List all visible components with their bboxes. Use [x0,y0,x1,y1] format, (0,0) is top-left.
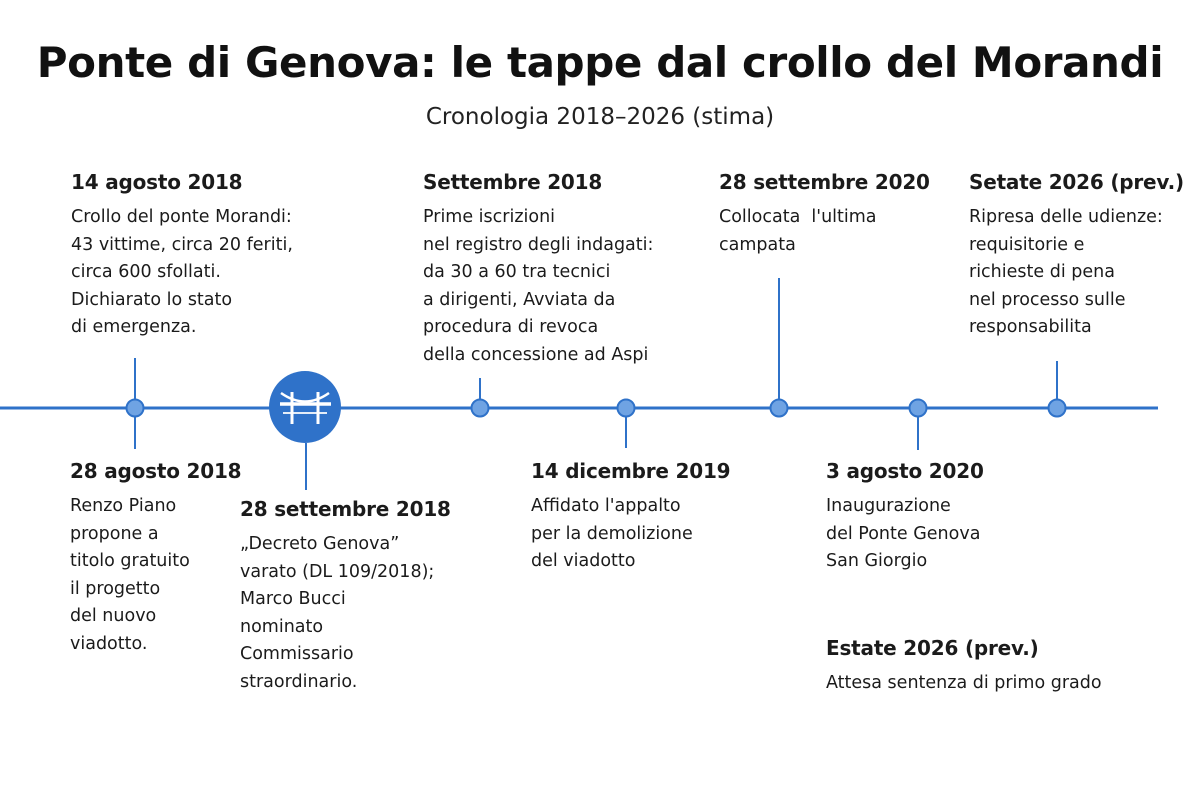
event-estate-2026: Estate 2026 (prev.) Attesa sentenza di p… [826,636,1102,698]
event-date: 3 agosto 2020 [826,459,984,483]
marker-14-agosto-2018 [125,398,145,418]
event-date: 14 dicembre 2019 [531,459,731,483]
event-description: Prime iscrizioni nel registro degli inda… [423,207,654,365]
event-date: Setate 2026 (prev.) [969,170,1184,194]
marker-setate-2026 [1047,398,1067,418]
marker-14-dicembre-2019 [616,398,636,418]
event-setate-2026: Setate 2026 (prev.) Ripresa delle udienz… [969,170,1184,342]
event-description: Affidato l'appalto per la demolizione de… [531,496,693,572]
marker-settembre-2018 [470,398,490,418]
event-28-agosto-2018: 28 agosto 2018 Renzo Piano propone a tit… [70,459,242,659]
event-28-settembre-2018: 28 settembre 2018 „Decreto Genova” varat… [240,497,451,697]
event-date: 28 settembre 2018 [240,497,451,521]
event-date: 28 agosto 2018 [70,459,242,483]
event-description: Ripresa delle udienze: requisitorie e ri… [969,207,1163,338]
marker-28-settembre-2020 [769,398,789,418]
event-14-dicembre-2019: 14 dicembre 2019 Affidato l'appalto per … [531,459,731,576]
page-title: Ponte di Genova: le tappe dal crollo del… [36,38,1164,87]
marker-3-agosto-2020 [908,398,928,418]
event-description: Attesa sentenza di primo grado [826,673,1102,693]
event-3-agosto-2020: 3 agosto 2020 Inaugurazione del Ponte Ge… [826,459,984,576]
event-date: 28 settembre 2020 [719,170,930,194]
event-14-agosto-2018: 14 agosto 2018 Crollo del ponte Morandi:… [71,170,293,342]
event-date: Settembre 2018 [423,170,603,194]
event-settembre-2018: Settembre 2018 Prime iscrizioni nel regi… [423,170,653,370]
event-description: Collocata l'ultima campata [719,207,877,255]
event-description: Renzo Piano propone a titolo gratuito il… [70,496,190,654]
event-description: „Decreto Genova” varato (DL 109/2018); M… [240,534,435,692]
event-date: Estate 2026 (prev.) [826,636,1039,660]
event-description: Inaugurazione del Ponte Genova San Giorg… [826,496,981,572]
event-date: 14 agosto 2018 [71,170,243,194]
event-28-settembre-2020: 28 settembre 2020 Collocata l'ultima cam… [719,170,930,259]
page-subtitle: Cronologia 2018–2026 (stima) [425,104,775,130]
event-description: Crollo del ponte Morandi: 43 vittime, ci… [71,207,293,338]
bridge-icon [269,371,341,443]
